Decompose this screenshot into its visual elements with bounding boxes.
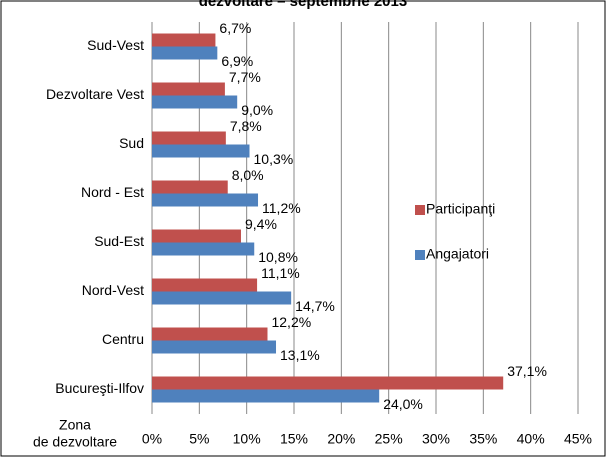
data-label: 11,1%	[261, 265, 300, 281]
data-label: 9,4%	[245, 216, 277, 232]
bar	[152, 278, 258, 292]
y-tick-label: Sud-Est	[94, 233, 144, 249]
bar	[152, 376, 504, 390]
data-label: 7,8%	[230, 118, 262, 134]
data-label: 6,7%	[219, 20, 251, 36]
bar	[152, 95, 238, 109]
data-label: 10,8%	[258, 249, 298, 265]
bar	[152, 46, 218, 60]
y-tick-label: Sud-Vest	[87, 37, 144, 53]
data-label: 37,1%	[507, 363, 547, 379]
chart-title: dezvoltare – septembrie 2013	[199, 0, 407, 10]
x-tick-label: 5%	[189, 431, 209, 447]
bar	[152, 242, 255, 256]
bar	[152, 131, 226, 145]
data-label: 11,2%	[262, 200, 301, 216]
bar	[152, 327, 268, 341]
data-label: 24,0%	[383, 396, 423, 412]
x-tick-label: 15%	[280, 431, 308, 447]
bar	[152, 340, 277, 354]
data-label: 13,1%	[280, 347, 320, 363]
y-tick-label: Nord - Est	[81, 184, 144, 200]
data-label: 10,3%	[254, 151, 294, 167]
bar	[152, 33, 216, 47]
bar	[152, 229, 241, 243]
x-tick-label: 45%	[564, 431, 592, 447]
legend-swatch	[415, 250, 425, 260]
data-label: 7,7%	[229, 69, 261, 85]
y-tick-label: Nord-Vest	[82, 282, 144, 298]
bar	[152, 82, 225, 96]
data-label: 14,7%	[295, 298, 335, 314]
x-tick-label: 0%	[142, 431, 162, 447]
y-axis-label: Zona	[59, 417, 91, 433]
y-tick-label: Sud	[119, 135, 144, 151]
x-tick-label: 10%	[233, 431, 261, 447]
data-label: 6,9%	[221, 53, 253, 69]
legend-label: Angajatori	[426, 246, 489, 262]
y-axis-label: de dezvoltare	[33, 434, 117, 450]
data-label: 8,0%	[232, 167, 264, 183]
data-label: 9,0%	[241, 102, 273, 118]
bar	[152, 389, 380, 403]
x-tick-label: 35%	[469, 431, 497, 447]
data-label: 12,2%	[271, 314, 311, 330]
bar	[152, 144, 250, 158]
x-tick-label: 20%	[327, 431, 355, 447]
x-tick-label: 40%	[517, 431, 545, 447]
x-tick-label: 30%	[422, 431, 450, 447]
y-tick-label: Dezvoltare Vest	[46, 86, 144, 102]
y-tick-label: Centru	[102, 331, 144, 347]
legend-swatch	[415, 205, 425, 215]
bar	[152, 180, 228, 194]
bar	[152, 291, 292, 305]
bar	[152, 193, 259, 207]
y-tick-label: Bucureşti-Ilfov	[55, 380, 144, 396]
legend-label: Participanţi	[426, 201, 495, 217]
x-tick-label: 25%	[375, 431, 403, 447]
